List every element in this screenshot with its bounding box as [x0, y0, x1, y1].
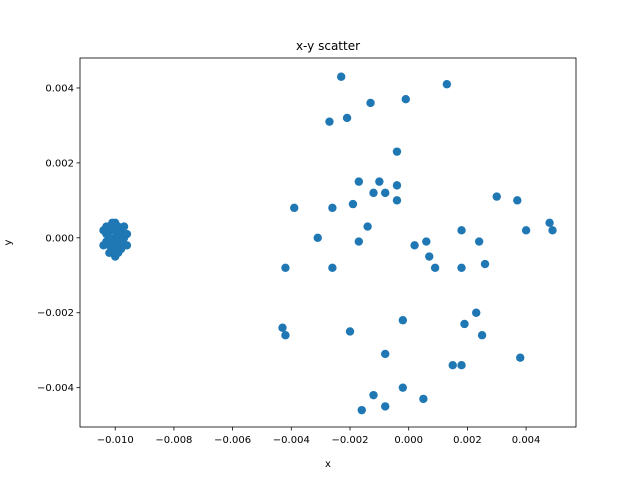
- scatter-point: [342, 113, 352, 123]
- scatter-point: [516, 353, 525, 362]
- scatter-point: [111, 252, 120, 261]
- ticks-layer: −0.010 −0.008 −0.006 −0.004 −0.002 0.000 0.002…: [37, 83, 540, 446]
- y-tick-label: 0.000: [45, 233, 74, 244]
- scatter-point: [457, 226, 466, 235]
- x-tick-label: −0.002: [332, 435, 369, 446]
- scatter-point: [419, 394, 428, 404]
- scatter-point: [375, 177, 384, 186]
- scatter-point: [480, 259, 490, 269]
- scatter-point: [398, 383, 408, 392]
- scatter-point: [392, 196, 402, 205]
- scatter-point: [119, 222, 129, 231]
- x-tick-label: 0.000: [394, 435, 423, 446]
- scatter-point: [521, 226, 531, 235]
- scatter-point: [398, 316, 408, 325]
- y-tick-label: 0.004: [45, 83, 74, 94]
- scatter-point: [325, 117, 334, 126]
- scatter-point: [357, 405, 366, 415]
- scatter-point: [492, 192, 501, 201]
- x-tick-label: −0.010: [97, 435, 134, 446]
- x-tick-label: 0.004: [512, 435, 541, 446]
- x-axis-label: x: [325, 459, 331, 470]
- scatter-point: [281, 331, 290, 340]
- scatter-point: [474, 237, 484, 246]
- scatter-point: [422, 237, 431, 246]
- scatter-point: [448, 360, 457, 370]
- y-tick-label: 0.002: [45, 158, 74, 169]
- scatter-point: [105, 241, 114, 250]
- scatter-point: [477, 331, 487, 340]
- scatter-point: [348, 199, 358, 209]
- scatter-point: [392, 181, 402, 190]
- plot-frame: [79, 57, 577, 428]
- scatter-point: [460, 319, 469, 329]
- scatter-point: [313, 233, 322, 243]
- scatter-point: [328, 263, 337, 272]
- scatter-point: [381, 349, 390, 359]
- scatter-point: [369, 188, 378, 198]
- y-tick-label: −0.002: [37, 308, 74, 319]
- x-tick-label: −0.008: [155, 435, 192, 446]
- x-tick-label: −0.006: [214, 435, 251, 446]
- scatter-point: [442, 80, 452, 89]
- scatter-point: [354, 237, 364, 246]
- scatter-point: [345, 327, 355, 336]
- scatter-point: [281, 263, 290, 272]
- scatter-point: [328, 203, 337, 213]
- scatter-point: [337, 72, 346, 81]
- y-tick-label: −0.004: [37, 383, 74, 394]
- scatter-point: [545, 218, 554, 228]
- scatter-point: [102, 222, 111, 231]
- scatter-point: [363, 222, 372, 231]
- scatter-point: [410, 241, 419, 250]
- scatter-point: [381, 188, 390, 198]
- scatter-point: [366, 98, 375, 108]
- scatter-point: [290, 203, 299, 213]
- scatter-point: [472, 308, 481, 317]
- y-axis-label: y: [3, 239, 14, 245]
- scatter-point: [430, 263, 440, 272]
- scatter-point: [457, 263, 466, 272]
- chart-title: x-y scatter: [296, 39, 360, 53]
- points-layer: [99, 72, 557, 415]
- scatter-point: [116, 237, 126, 246]
- scatter-point: [381, 402, 390, 411]
- scatter-point: [111, 222, 120, 231]
- scatter-point: [457, 360, 466, 370]
- scatter-point: [392, 147, 402, 156]
- scatter-point: [278, 323, 287, 332]
- scatter-point: [401, 95, 410, 104]
- scatter-point: [369, 390, 378, 400]
- scatter-point: [513, 196, 522, 205]
- x-tick-label: 0.002: [453, 435, 482, 446]
- scatter-point: [105, 233, 114, 243]
- scatter-point: [354, 177, 364, 186]
- scatter-point: [425, 252, 434, 261]
- x-tick-label: −0.004: [273, 435, 310, 446]
- scatter-point: [548, 226, 557, 235]
